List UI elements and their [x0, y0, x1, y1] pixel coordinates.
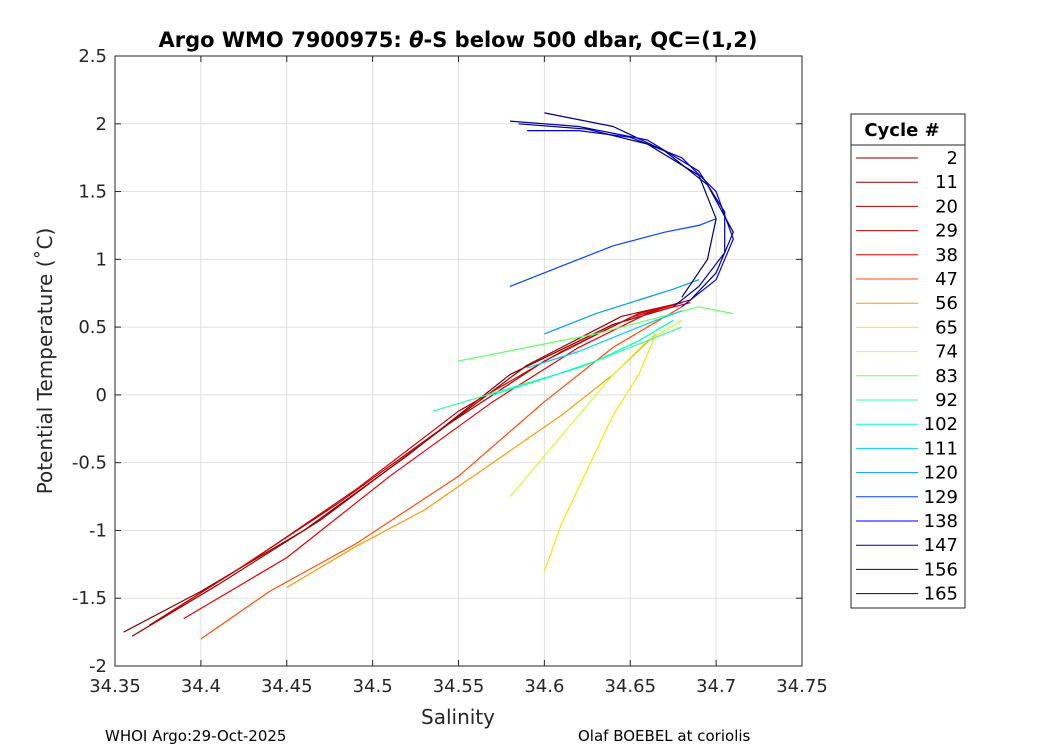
series-line-147 [509, 120, 726, 308]
footer-left: WHOI Argo:29-Oct-2025 [105, 727, 286, 745]
legend-label-129: 129 [924, 487, 958, 508]
series-line-156 [544, 112, 734, 301]
axis-ticks: 34.35 34.4 34.45 34.5 34.55 34.6 34.65 34.7 34.7… [72, 46, 828, 697]
y-tick-label: 2.5 [78, 46, 107, 67]
x-tick-label: 34.7 [696, 676, 736, 697]
legend-label-47: 47 [935, 269, 958, 290]
grid-lines [114, 55, 803, 667]
series-line-20 [148, 302, 682, 626]
series-line-29 [166, 299, 691, 616]
series-lines [123, 112, 734, 640]
series-line-74 [509, 319, 683, 497]
y-tick-label: 1.5 [78, 182, 107, 203]
y-tick-label: -1.5 [72, 588, 107, 609]
legend-label-38: 38 [935, 245, 958, 266]
legend-label-147: 147 [924, 535, 958, 556]
y-axis-label: Potential Temperature (˚C) [33, 228, 57, 495]
series-line-111 [527, 310, 683, 369]
legend-label-120: 120 [924, 463, 958, 484]
y-tick-label: -0.5 [72, 453, 107, 474]
x-tick-label: 34.45 [261, 676, 313, 697]
series-line-65 [543, 333, 657, 572]
x-tick-label: 34.65 [604, 676, 656, 697]
legend-label-165: 165 [924, 584, 958, 605]
y-tick-label: 1 [96, 249, 107, 270]
series-line-129 [509, 218, 717, 287]
series-line-92 [432, 326, 683, 412]
legend-label-11: 11 [935, 172, 958, 193]
series-line-47 [200, 306, 683, 640]
x-tick-label: 34.35 [89, 676, 141, 697]
x-tick-label: 34.4 [181, 676, 221, 697]
series-line-11 [131, 302, 682, 637]
x-tick-label: 34.5 [353, 676, 393, 697]
legend-title: Cycle # [864, 120, 939, 141]
x-tick-label: 34.55 [433, 676, 485, 697]
legend-label-2: 2 [947, 148, 958, 169]
legend-label-29: 29 [935, 221, 958, 242]
legend-label-156: 156 [924, 559, 958, 580]
y-tick-label: 0 [96, 385, 107, 406]
legend-label-65: 65 [935, 317, 958, 338]
chart-title: Argo WMO 7900975: θ-S below 500 dbar, QC… [158, 28, 757, 52]
legend-box [850, 113, 966, 609]
series-line-165 [518, 123, 717, 298]
legend-label-111: 111 [924, 438, 958, 459]
legend: Cycle # 2 11 20 29 38 47 56 65 74 83 92 102 111 120 12… [850, 113, 966, 609]
series-line-83 [458, 306, 734, 362]
legend-label-92: 92 [935, 390, 958, 411]
x-tick-label: 34.75 [776, 676, 828, 697]
x-tick-label: 34.6 [524, 676, 564, 697]
y-tick-label: 0.5 [78, 317, 107, 338]
legend-label-102: 102 [924, 414, 958, 435]
legend-label-83: 83 [935, 366, 958, 387]
y-tick-label: -1 [89, 520, 107, 541]
series-line-38 [183, 302, 691, 620]
legend-label-74: 74 [935, 342, 958, 363]
series-line-120 [544, 279, 700, 335]
y-tick-label: 2 [96, 114, 107, 135]
footer-right: Olaf BOEBEL at coriolis [578, 727, 751, 745]
legend-entries: 2 11 20 29 38 47 56 65 74 83 92 102 111 120 129 138 147 1… [856, 148, 958, 605]
legend-label-138: 138 [924, 511, 958, 532]
series-line-102 [492, 319, 674, 396]
y-tick-label: -2 [89, 656, 107, 677]
legend-label-56: 56 [935, 293, 958, 314]
legend-label-20: 20 [935, 196, 958, 217]
series-line-56 [286, 333, 657, 588]
x-axis-label: Salinity [421, 705, 495, 729]
